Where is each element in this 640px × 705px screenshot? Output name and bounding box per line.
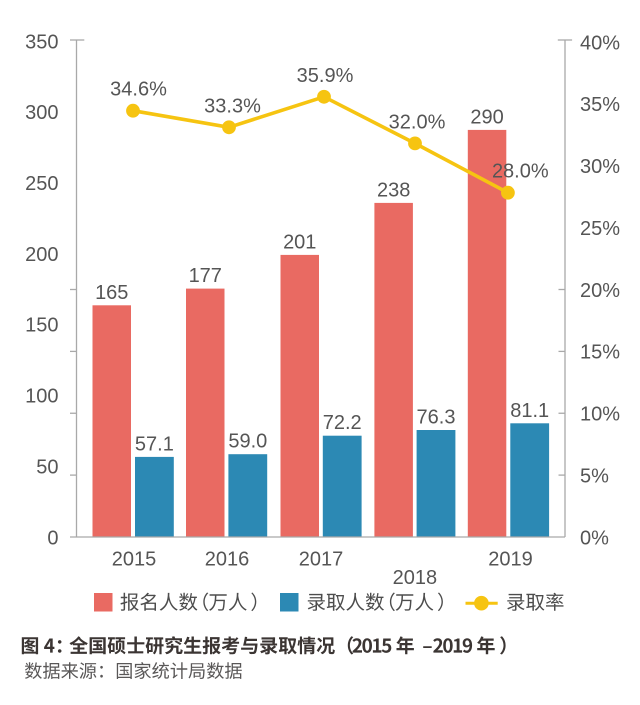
svg-text:177: 177 <box>189 265 222 287</box>
svg-text:0: 0 <box>47 527 58 549</box>
svg-text:33.3%: 33.3% <box>204 95 261 117</box>
svg-text:30%: 30% <box>580 156 620 178</box>
svg-text:2018: 2018 <box>393 567 438 589</box>
svg-text:35.9%: 35.9% <box>297 65 354 87</box>
svg-text:0%: 0% <box>580 527 609 549</box>
svg-text:40%: 40% <box>580 32 620 54</box>
svg-text:150: 150 <box>25 315 58 337</box>
svg-text:200: 200 <box>25 244 58 266</box>
svg-text:2017: 2017 <box>299 549 344 571</box>
svg-text:20%: 20% <box>580 280 620 302</box>
svg-text:238: 238 <box>377 179 410 201</box>
svg-text:290: 290 <box>470 106 503 128</box>
svg-text:2015: 2015 <box>112 549 157 571</box>
svg-text:50: 50 <box>36 456 58 478</box>
svg-text:350: 350 <box>25 31 58 53</box>
svg-text:34.6%: 34.6% <box>110 79 167 101</box>
svg-text:201: 201 <box>283 231 316 253</box>
svg-text:165: 165 <box>95 282 128 304</box>
svg-text:250: 250 <box>25 173 58 195</box>
svg-text:100: 100 <box>25 386 58 408</box>
svg-text:300: 300 <box>25 102 58 124</box>
svg-text:10%: 10% <box>580 404 620 426</box>
svg-text:2016: 2016 <box>205 549 250 571</box>
svg-text:25%: 25% <box>580 218 620 240</box>
svg-text:28.0%: 28.0% <box>492 161 549 183</box>
svg-text:59.0: 59.0 <box>228 431 267 453</box>
svg-text:72.2: 72.2 <box>323 412 362 434</box>
svg-text:57.1: 57.1 <box>135 433 174 455</box>
svg-text:2019: 2019 <box>488 549 533 571</box>
svg-text:76.3: 76.3 <box>417 407 456 429</box>
svg-text:35%: 35% <box>580 94 620 116</box>
svg-text:15%: 15% <box>580 342 620 364</box>
svg-text:81.1: 81.1 <box>510 400 549 422</box>
svg-text:32.0%: 32.0% <box>389 111 446 133</box>
svg-text:5%: 5% <box>580 465 609 487</box>
